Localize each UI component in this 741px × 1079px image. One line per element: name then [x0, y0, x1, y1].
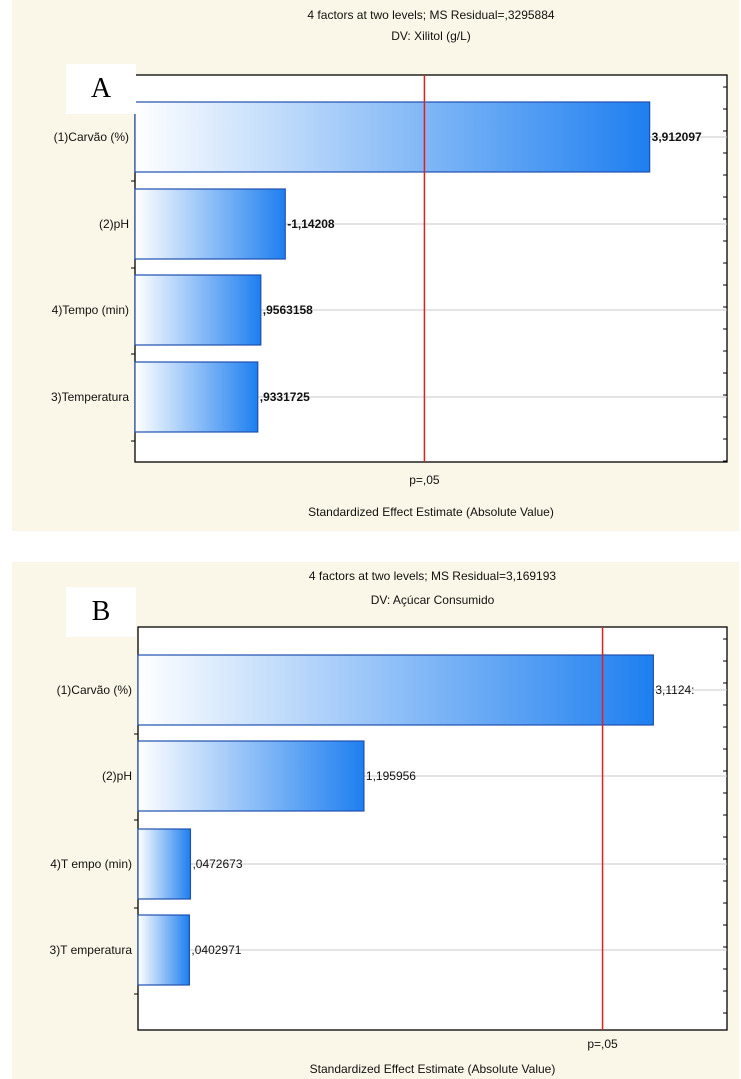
bar-value-label: 1,195956: [366, 769, 416, 783]
bar-value-label: 3,1124:: [655, 683, 694, 697]
chart-subtitle: DV: Açúcar Consumido: [371, 593, 495, 607]
bar: [137, 740, 365, 812]
bar-value-label: 3,912097: [652, 130, 702, 144]
chart-panel-b: 4 factors at two levels; MS Residual=3,1…: [12, 562, 739, 1079]
bar-value-label: ,9331725: [260, 390, 310, 404]
chart-b-svg: 4 factors at two levels; MS Residual=3,1…: [50, 569, 728, 1076]
category-label: (2)pH: [102, 769, 132, 783]
category-label: (1)Carvão (%): [57, 683, 132, 697]
threshold-label: p=,05: [587, 1037, 618, 1051]
chart-a-svg: 4 factors at two levels; MS Residual=,32…: [51, 8, 728, 519]
bar-value-label: ,0402971: [191, 943, 241, 957]
x-axis-label: Standardized Effect Estimate (Absolute V…: [308, 505, 554, 519]
bar: [134, 101, 651, 173]
bar: [137, 828, 192, 900]
panel-label-b: B: [66, 587, 136, 637]
bar: [134, 188, 286, 260]
category-label: 3)T emperatura: [50, 943, 133, 957]
chart-subtitle: DV: Xilitol (g/L): [391, 29, 471, 43]
category-label: 4)T empo (min): [50, 857, 132, 871]
threshold-label: p=,05: [409, 473, 440, 487]
bar: [137, 914, 190, 986]
bar-value-label: ,0472673: [192, 857, 242, 871]
chart-title: 4 factors at two levels; MS Residual=,32…: [307, 8, 554, 22]
bar: [134, 274, 262, 346]
bar: [137, 654, 654, 726]
category-label: 3)Temperatura: [51, 390, 129, 404]
panel-label-a: A: [66, 64, 136, 114]
category-label: 4)Tempo (min): [52, 303, 129, 317]
category-label: (2)pH: [99, 217, 129, 231]
bar-value-label: ,9563158: [263, 303, 313, 317]
chart-panel-a: 4 factors at two levels; MS Residual=,32…: [12, 0, 739, 531]
x-axis-label: Standardized Effect Estimate (Absolute V…: [310, 1062, 556, 1076]
category-label: (1)Carvão (%): [54, 130, 129, 144]
chart-title: 4 factors at two levels; MS Residual=3,1…: [309, 569, 556, 583]
bar: [134, 361, 259, 433]
bar-value-label: -1,14208: [287, 217, 335, 231]
